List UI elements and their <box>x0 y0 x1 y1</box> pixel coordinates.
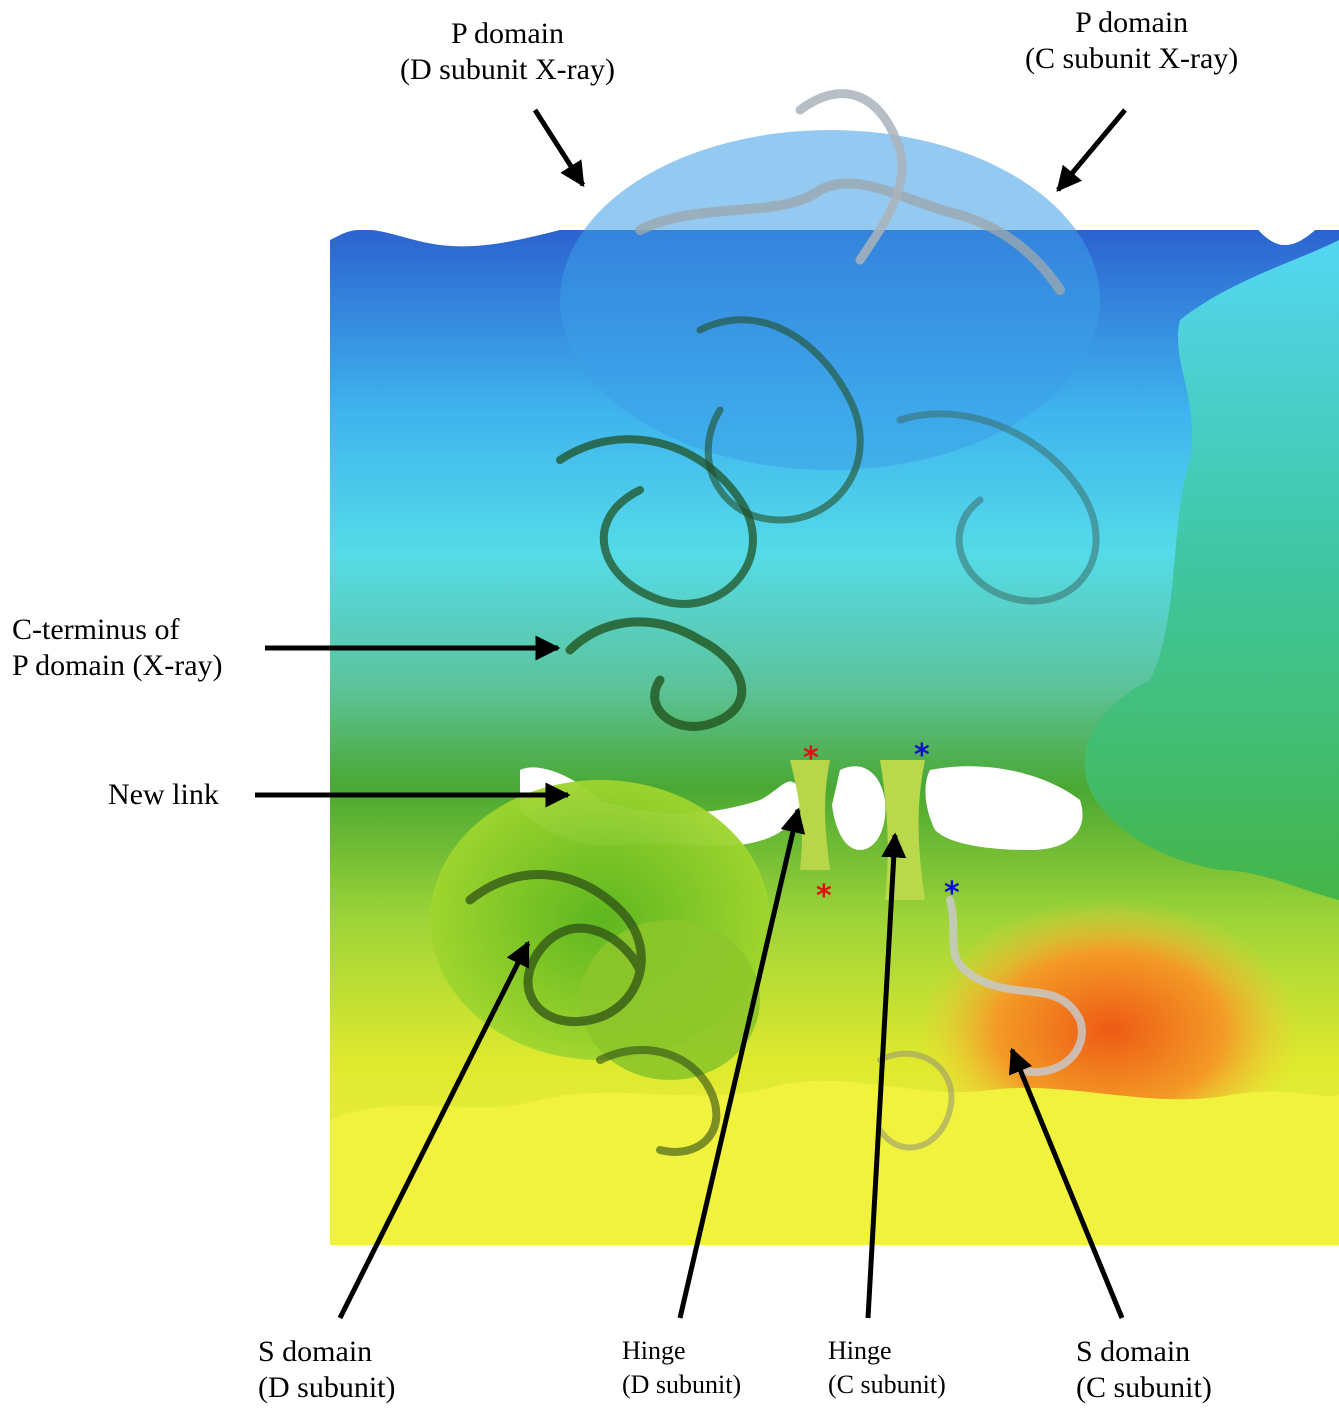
map-floor <box>330 1080 1339 1245</box>
label-c-terminus-line1: C-terminus of <box>12 613 180 646</box>
label-hinge-d-line2: (D subunit) <box>622 1370 742 1399</box>
ribbon-s-domain-c-lower <box>877 1050 955 1151</box>
label-c-terminus: C-terminus of P domain (X-ray) <box>12 612 223 684</box>
arrow-p-domain-d <box>532 108 586 188</box>
asterisk-blue-lower: * <box>944 876 960 911</box>
label-p-domain-c-line1: P domain <box>1075 6 1189 39</box>
ribbon-p-domain-mid <box>556 435 757 608</box>
label-new-link-line1: New link <box>108 778 219 811</box>
asterisk-red-lower: * <box>816 879 832 914</box>
label-hinge-c-line2: (C subunit) <box>828 1370 946 1399</box>
label-s-domain-c-line2: (C subunit) <box>1076 1371 1212 1404</box>
label-c-terminus-line2: P domain (X-ray) <box>12 649 223 682</box>
label-hinge-d-line1: Hinge <box>622 1336 686 1365</box>
gap-center <box>832 766 886 850</box>
label-p-domain-d-line1: P domain <box>450 17 564 50</box>
ribbon-right <box>896 410 1100 605</box>
label-p-domain-d-line2: (D subunit X-ray) <box>400 53 615 86</box>
hinge-d-stalk <box>790 760 830 870</box>
label-hinge-d: Hinge (D subunit) <box>622 1334 741 1402</box>
label-p-domain-c: P domain (C subunit X-ray) <box>1025 5 1238 77</box>
ribbon-s-domain-d <box>465 870 646 1026</box>
label-s-domain-c: S domain (C subunit) <box>1076 1334 1212 1406</box>
callout-arrows <box>255 108 1127 1320</box>
ribbon-s-domain-c <box>946 896 1086 1076</box>
label-hinge-c: Hinge (C subunit) <box>828 1334 946 1402</box>
right-density <box>1084 240 1339 900</box>
ribbon-p-domain-top <box>795 89 907 265</box>
asterisk-blue-upper: * <box>914 738 930 773</box>
label-s-domain-d: S domain (D subunit) <box>258 1334 396 1406</box>
arrow-hinge-c <box>865 832 907 1319</box>
gap-right <box>925 766 1083 850</box>
ribbon-traces <box>465 89 1100 1156</box>
label-hinge-c-line1: Hinge <box>828 1336 892 1365</box>
ribbon-c-terminus <box>565 617 747 731</box>
label-s-domain-d-line2: (D subunit) <box>258 1371 396 1404</box>
label-p-domain-c-line2: (C subunit X-ray) <box>1025 42 1239 75</box>
s-domain-d-sub-blob <box>580 920 760 1080</box>
asterisk-red-upper: * <box>803 741 819 776</box>
label-p-domain-d: P domain (D subunit X-ray) <box>400 16 615 88</box>
arrow-p-domain-c <box>1056 108 1127 192</box>
label-s-domain-d-line1: S domain <box>258 1335 373 1368</box>
arrow-hinge-d <box>677 807 806 1319</box>
arrow-s-domain-d <box>337 940 531 1320</box>
ribbon-p-domain-loop <box>696 316 864 524</box>
ribbon-p-domain-upper <box>635 178 1065 295</box>
label-new-link: New link <box>108 777 219 813</box>
ribbon-s-domain-d-lower <box>596 1046 721 1156</box>
label-s-domain-c-line1: S domain <box>1076 1335 1191 1368</box>
arrow-s-domain-c <box>1008 1047 1125 1319</box>
